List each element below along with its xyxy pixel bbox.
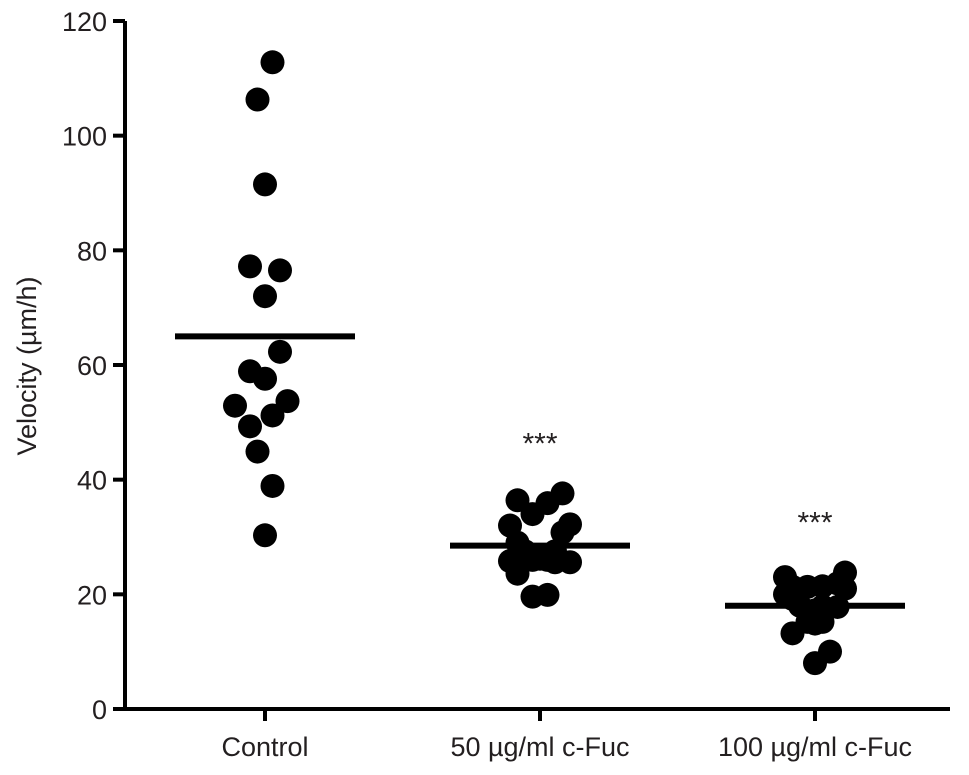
data-point — [260, 403, 285, 428]
data-point — [223, 393, 247, 418]
data-point — [558, 550, 582, 575]
y-tick-label: 20 — [77, 580, 107, 610]
y-tick-label: 0 — [92, 695, 107, 725]
data-point — [238, 254, 262, 279]
data-point — [260, 50, 285, 75]
data-point — [810, 574, 835, 599]
data-point — [505, 561, 530, 586]
data-point — [253, 172, 277, 197]
data-point — [833, 576, 857, 601]
x-category-label: 50 µg/ml c-Fuc — [450, 732, 629, 762]
data-point — [810, 609, 835, 634]
mean-lines — [175, 333, 905, 609]
significance-label: *** — [522, 427, 557, 460]
data-point — [253, 366, 277, 391]
y-tick-label: 60 — [77, 351, 107, 381]
data-point — [803, 651, 827, 676]
y-axis-label: Velocity (µm/h) — [12, 276, 42, 455]
data-points — [223, 50, 857, 676]
data-point — [268, 339, 292, 364]
data-point — [260, 473, 285, 498]
data-point — [238, 414, 262, 439]
data-point — [245, 439, 270, 464]
data-point — [275, 389, 300, 414]
y-tick-label: 40 — [77, 466, 107, 496]
y-tick-label: 80 — [77, 236, 107, 266]
significance-labels: *** *** — [522, 427, 832, 539]
x-category-label: 100 µg/ml c-Fuc — [718, 732, 912, 762]
data-point — [253, 284, 277, 309]
data-point — [550, 520, 575, 545]
x-category-label: Control — [221, 732, 308, 762]
data-point — [780, 621, 805, 646]
data-point — [520, 502, 545, 527]
data-point — [245, 87, 270, 112]
y-tick-label: 100 — [62, 122, 107, 152]
data-point — [268, 258, 292, 283]
significance-label: *** — [797, 507, 832, 540]
data-point — [253, 523, 277, 548]
y-ticks: 0 20 40 60 80 100 120 — [62, 7, 125, 725]
x-categories: Control 50 µg/ml c-Fuc 100 µg/ml c-Fuc — [221, 709, 912, 762]
data-point — [535, 582, 560, 607]
y-tick-label: 120 — [62, 7, 107, 37]
